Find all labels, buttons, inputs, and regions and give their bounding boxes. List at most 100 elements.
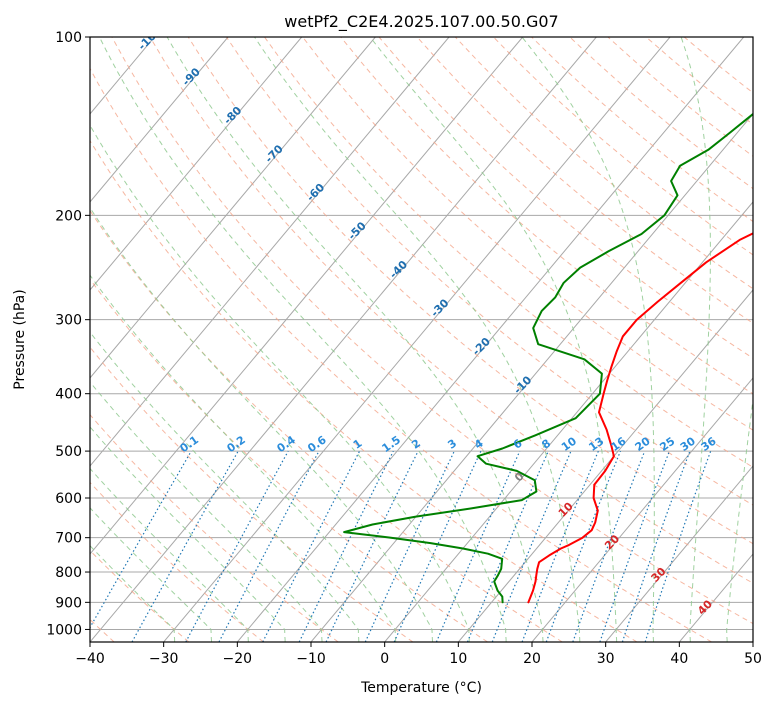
dry-adiabat-line xyxy=(493,37,753,256)
x-tick-label: 20 xyxy=(523,651,541,667)
dry-adiabat-line xyxy=(264,37,753,468)
dry-adiabat-line xyxy=(111,37,753,625)
dry-adiabat-line xyxy=(683,37,753,94)
moist-adiabat-line xyxy=(90,545,176,642)
isotherm-line xyxy=(90,37,229,203)
mixing-ratio-line xyxy=(90,450,192,629)
isotherm-line xyxy=(0,37,7,642)
dry-adiabat-line xyxy=(187,37,753,545)
temperature-line xyxy=(527,232,753,604)
moist-adiabat-line xyxy=(90,467,249,642)
dry-adiabat-line xyxy=(454,37,753,290)
moist-adiabats xyxy=(90,37,753,642)
x-axis: −40 −30 −20 −10 0 10 20 30 40 50 xyxy=(75,642,762,667)
moist-adiabat-line xyxy=(521,37,655,642)
y-tick-label: 100 xyxy=(55,30,82,46)
mixing-ratio-line xyxy=(545,450,622,642)
mixing-ratio-label: 3 xyxy=(445,437,459,452)
moist-adiabat-label: 10 xyxy=(556,499,576,519)
y-tick-label: 700 xyxy=(55,531,82,547)
moist-adiabat-line xyxy=(90,426,286,642)
moist-adiabat-line xyxy=(98,37,507,642)
y-tick-label: 600 xyxy=(55,491,82,507)
x-tick-label: −30 xyxy=(149,651,179,667)
mixing-ratio-line xyxy=(466,450,549,642)
y-tick-label: 800 xyxy=(55,565,82,581)
mixing-ratio-label: 0.4 xyxy=(274,433,298,455)
pressure-gridlines xyxy=(90,37,753,630)
mixing-ratio-line xyxy=(621,450,691,642)
x-tick-label: 0 xyxy=(380,651,389,667)
x-tick-label: 40 xyxy=(670,651,688,667)
y-tick-label: 900 xyxy=(55,595,82,611)
dry-adiabat-line xyxy=(416,37,753,324)
x-tick-label: −20 xyxy=(223,651,253,667)
dry-adiabat-line xyxy=(90,346,414,642)
x-tick-label: 50 xyxy=(744,651,762,667)
plot-area: 0.1 0.2 0.4 0.6 1 1.5 2 3 4 6 8 10 13 16 20 25 30 36-100-… xyxy=(0,24,753,642)
moist-adiabat-line xyxy=(90,206,434,642)
mixing-ratio-line xyxy=(435,450,521,642)
dry-adiabats xyxy=(90,37,753,642)
mixing-ratio-label: 4 xyxy=(472,437,486,452)
mixing-ratio-label: 0.6 xyxy=(305,433,329,455)
dry-adiabat-line xyxy=(90,549,190,642)
dry-adiabat-line xyxy=(225,37,753,506)
isotherm-line xyxy=(163,37,671,642)
y-tick-label: 300 xyxy=(55,313,82,329)
chart-title: wetPf2_C2E4.2025.107.00.50.G07 xyxy=(284,12,558,32)
isotherm-label: -70 xyxy=(263,142,286,165)
moist-adiabat-line xyxy=(726,396,753,642)
moist-adiabat-line xyxy=(90,507,213,642)
mixing-ratio-line xyxy=(572,450,646,642)
isotherm-line xyxy=(678,553,753,642)
isotherm-line xyxy=(457,289,753,642)
mixing-ratio-line xyxy=(325,450,419,642)
y-tick-label: 400 xyxy=(55,387,82,403)
y-axis-title: Pressure (hPa) xyxy=(12,289,28,389)
dry-adiabat-line xyxy=(378,37,753,359)
mixing-ratio-line xyxy=(185,450,289,642)
isotherm-line xyxy=(531,377,753,642)
isotherm-line xyxy=(605,465,753,642)
isotherm-label: -60 xyxy=(304,181,327,204)
mixing-ratio-label: 2 xyxy=(409,437,423,452)
isotherm-line xyxy=(90,37,524,555)
x-tick-label: −40 xyxy=(75,651,105,667)
dry-adiabat-line xyxy=(149,37,753,584)
dry-adiabat-line xyxy=(90,278,488,642)
mixing-ratio-line xyxy=(298,450,394,642)
isotherm-line xyxy=(384,201,753,642)
dry-adiabat-line xyxy=(340,37,753,395)
y-tick-label: 500 xyxy=(55,444,82,460)
dry-adiabat-line xyxy=(90,67,712,642)
x-tick-label: 30 xyxy=(597,651,615,667)
isotherm-line xyxy=(90,37,376,379)
isotherm-label: -100 xyxy=(136,24,165,53)
dewpoint-line xyxy=(343,112,753,604)
isotherm-line xyxy=(310,113,753,642)
dry-adiabat-line xyxy=(607,37,753,157)
isotherm-label: -80 xyxy=(221,104,244,127)
profile-series xyxy=(343,112,753,604)
mixing-ratio-line xyxy=(521,450,599,642)
line-labels: 0.1 0.2 0.4 0.6 1 1.5 2 3 4 6 8 10 13 16 20 25 30 36-100-… xyxy=(136,24,719,618)
mixing-ratio-line xyxy=(131,450,239,642)
isotherm-line xyxy=(236,37,745,642)
mixing-ratio-line xyxy=(393,450,482,642)
dry-adiabat-line xyxy=(90,413,339,642)
isotherm-label: -20 xyxy=(470,335,493,358)
mixing-ratio-line xyxy=(262,450,361,642)
x-axis-title: Temperature (°C) xyxy=(360,680,482,696)
mixing-ratio-label: 6 xyxy=(511,437,525,452)
x-tick-label: 10 xyxy=(449,651,467,667)
moist-adiabat-line xyxy=(90,274,397,642)
mixing-ratio-line xyxy=(644,450,712,642)
x-tick-label: −10 xyxy=(296,651,326,667)
isotherm-line xyxy=(90,37,597,642)
y-tick-label: 200 xyxy=(55,208,82,224)
isotherm-line xyxy=(90,37,450,467)
mixing-ratio-line xyxy=(599,450,670,642)
mixing-ratio-lines xyxy=(90,450,712,642)
y-tick-label: 1000 xyxy=(46,622,82,638)
